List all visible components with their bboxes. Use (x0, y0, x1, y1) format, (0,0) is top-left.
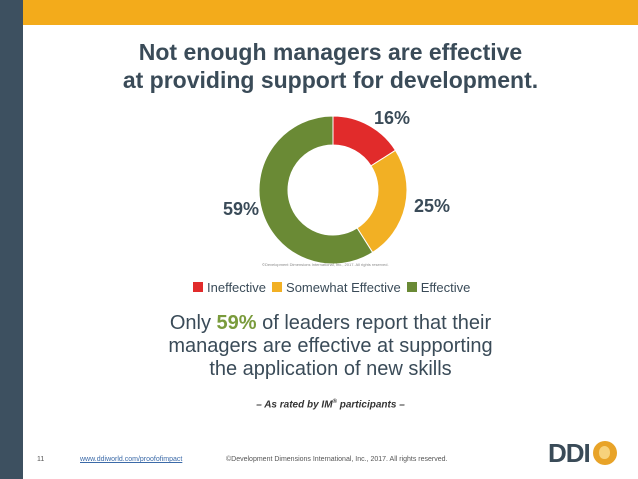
chart-copyright: ©Development Dimensions International, I… (262, 262, 389, 267)
rated-by-note: – As rated by IM® participants – (23, 399, 638, 410)
statement-line-2: managers are effective at supporting (168, 335, 493, 357)
slice-somewhat-effective (356, 149, 408, 254)
legend-label-effective: Effective (420, 279, 471, 295)
title-line-2: at providing support for development. (122, 67, 539, 93)
rated-text: – As rated by IM (256, 399, 333, 411)
top-accent-bar (23, 0, 638, 25)
legend-swatch-ineffective (193, 282, 203, 292)
legend-label-somewhat-effective: Somewhat Effective (286, 279, 401, 295)
legend-swatch-effective (406, 282, 417, 292)
chart-legend: Ineffective Somewhat Effective Effective (193, 278, 470, 296)
left-sidebar-band (0, 0, 23, 479)
ddi-logo: DDI (548, 438, 617, 468)
statement-line-1: Only 59% of leaders report that their (23, 312, 638, 335)
slide-title: Not enough managers are effective at pro… (23, 38, 638, 94)
proof-of-impact-link[interactable]: www.ddiworld.com/proofofimpact (80, 456, 183, 463)
statement-line-3: the application of new skills (209, 358, 452, 380)
slice-effective (258, 115, 374, 265)
legend-item-ineffective: Ineffective (193, 280, 266, 295)
pct-label-effective: 59% (223, 199, 259, 219)
logo-mark-icon (592, 441, 617, 465)
title-line-1: Not enough managers are effective (138, 39, 523, 65)
pct-label-somewhat-effective: 25% (414, 196, 450, 216)
logo-text: DDI (548, 438, 591, 468)
pct-label-ineffective: 16% (374, 108, 410, 128)
legend-item-somewhat-effective: Somewhat Effective (272, 280, 401, 295)
legend-label-ineffective: Ineffective (207, 279, 267, 295)
statement-prefix: Only (169, 312, 211, 334)
page-number: 11 (37, 456, 45, 463)
rated-registered-mark: ® (332, 399, 337, 405)
footer-copyright: ©Development Dimensions International, I… (226, 456, 448, 463)
legend-item-effective: Effective (406, 279, 471, 295)
key-statement: Only 59% of leaders report that their ma… (23, 312, 638, 381)
statement-highlight: 59% (216, 312, 257, 334)
legend-swatch-somewhat-effective (272, 282, 283, 292)
rated-suffix: participants – (336, 399, 405, 411)
statement-suffix: of leaders report that their (262, 312, 492, 334)
